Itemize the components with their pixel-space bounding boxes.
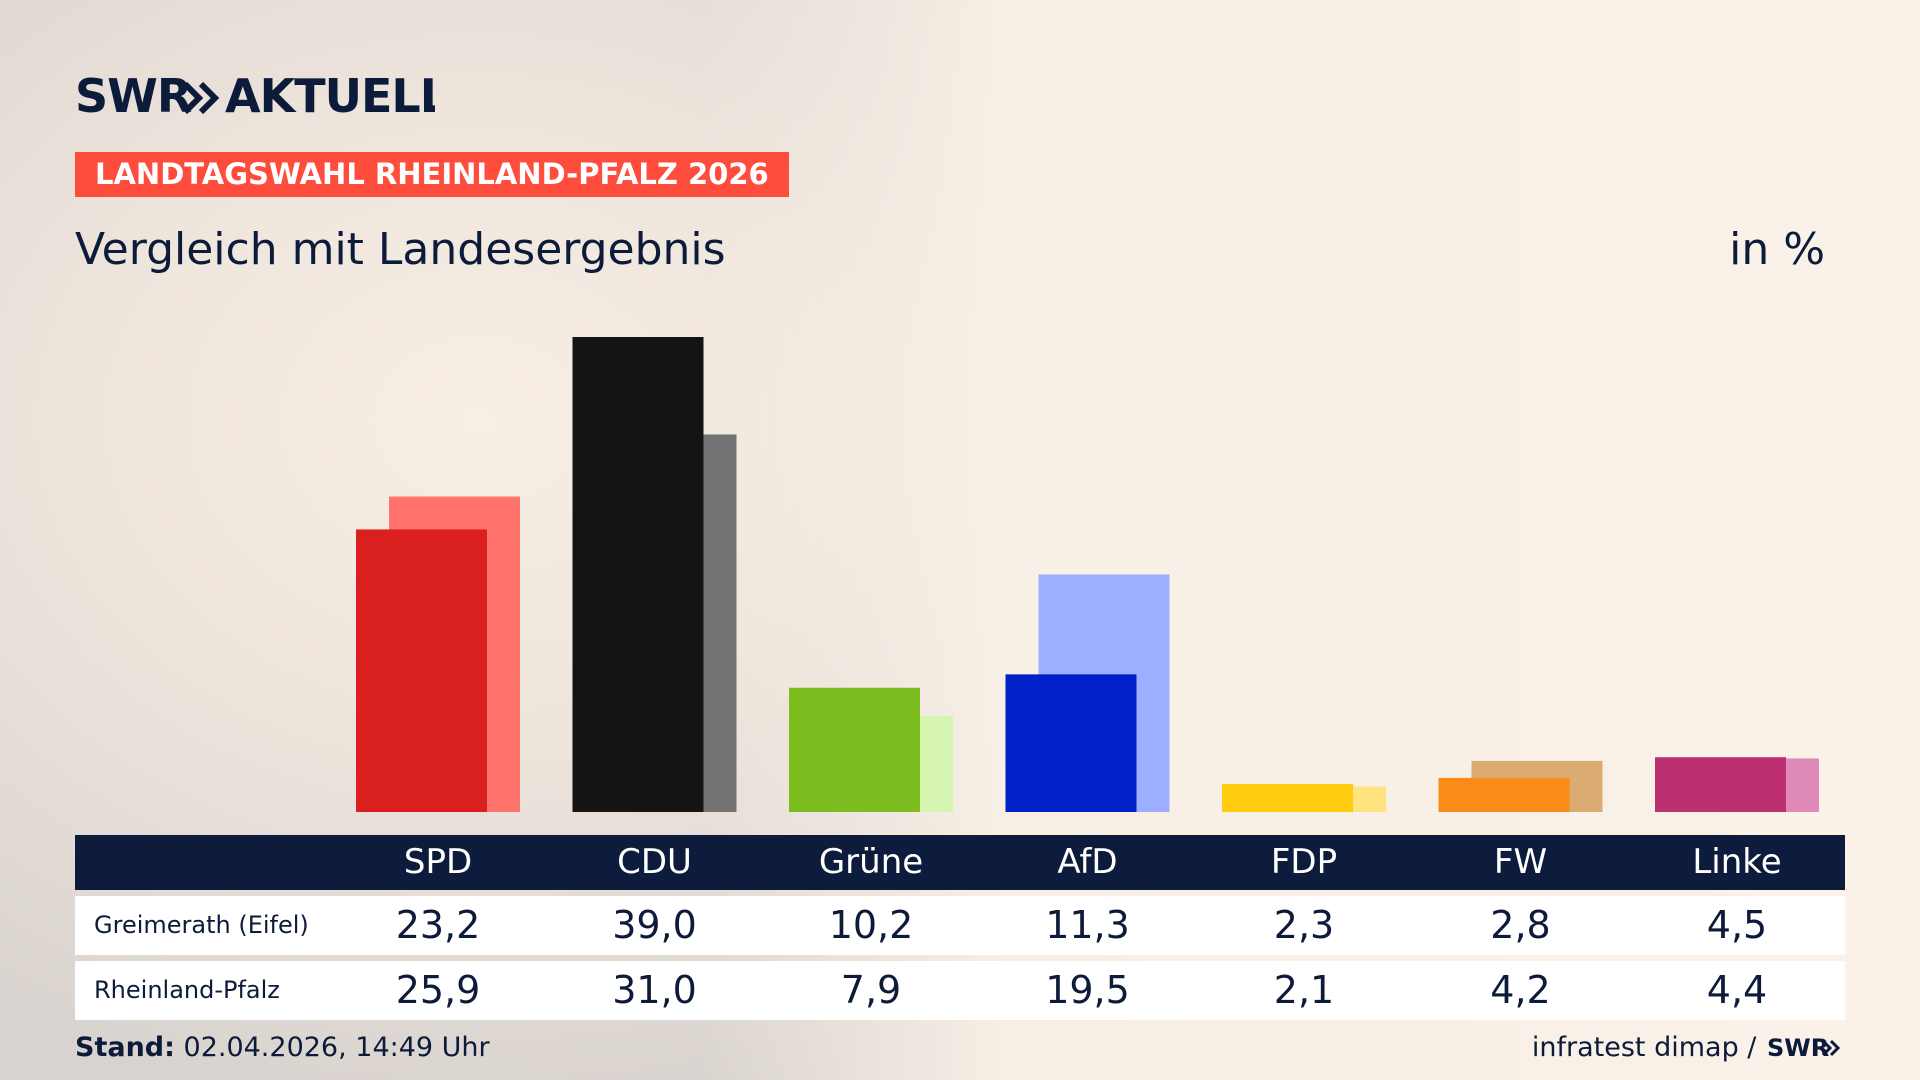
source-credit: infratest dimap / SWR: [1532, 1030, 1845, 1066]
table-cell: 2,3: [1273, 903, 1335, 947]
column-header-grüne: Grüne: [818, 842, 924, 882]
table-cell: 23,2: [395, 903, 481, 947]
bar-cdu-greimerath: [572, 337, 704, 812]
table-cell: 11,3: [1045, 903, 1130, 947]
table-header: SPD CDU Grüne AfD FDP FW Linke: [75, 835, 1845, 890]
unit-label: in %: [1729, 224, 1825, 275]
column-header-afd: AfD: [1057, 842, 1118, 882]
row-label: Greimerath (Eifel): [94, 911, 309, 939]
svg-text:AKTUELL: AKTUELL: [225, 69, 435, 123]
bar-linke-greimerath: [1655, 757, 1786, 812]
table-cell: 2,1: [1273, 968, 1335, 1012]
column-header-cdu: CDU: [617, 842, 692, 882]
table-cell: 10,2: [828, 903, 914, 947]
swr-logo-icon: SWR AKTUELL: [75, 69, 450, 123]
column-header-fdp: FDP: [1270, 842, 1338, 882]
column-header-fw: FW: [1493, 842, 1548, 882]
table-cell: 4,4: [1706, 968, 1768, 1012]
table-cell: 19,5: [1045, 968, 1130, 1012]
table-cell: 4,2: [1490, 968, 1551, 1012]
table-cell: 2,8: [1490, 903, 1551, 947]
chart-subtitle: Vergleich mit Landesergebnis: [75, 224, 726, 275]
column-header-linke: Linke: [1692, 842, 1782, 882]
table-cell: 7,9: [840, 968, 902, 1012]
bar-fdp-greimerath: [1222, 783, 1353, 812]
table-cell: 4,5: [1706, 903, 1768, 947]
source-text: infratest dimap /: [1531, 1032, 1757, 1063]
swr-aktuell-logo: SWR AKTUELL: [75, 64, 450, 137]
bar-grüne-greimerath: [789, 687, 920, 812]
election-tag: LANDTAGSWAHL RHEINLAND-PFALZ 2026: [75, 152, 789, 197]
svg-text:SWR: SWR: [1767, 1034, 1829, 1061]
table-cell: 39,0: [612, 903, 697, 947]
bar-spd-greimerath: [356, 529, 487, 812]
table-row: Rheinland-Pfalz 25,9 31,0 7,9 19,5 2,1 4,2 4,4: [75, 961, 1845, 1020]
results-table: SPD CDU Grüne AfD FDP FW Linke Greimerath (Eif…: [75, 835, 1845, 1020]
swr-footer-logo-icon: SWR: [1767, 1034, 1841, 1062]
stand-value: 02.04.2026, 14:49 Uhr: [183, 1032, 490, 1063]
table-cell: 25,9: [395, 968, 481, 1012]
row-label: Rheinland-Pfalz: [94, 976, 280, 1004]
stand-label: Stand:: [75, 1032, 175, 1063]
column-header-spd: SPD: [403, 842, 473, 882]
bar-fw-greimerath: [1438, 777, 1570, 812]
timestamp: Stand: 02.04.2026, 14:49 Uhr: [75, 1030, 490, 1066]
table-row: Greimerath (Eifel) 23,2 39,0 10,2 11,3 2,3 2,…: [75, 896, 1845, 955]
bar-afd-greimerath: [1005, 674, 1137, 812]
table-cell: 31,0: [612, 968, 697, 1012]
svg-text:SWR: SWR: [75, 69, 192, 123]
